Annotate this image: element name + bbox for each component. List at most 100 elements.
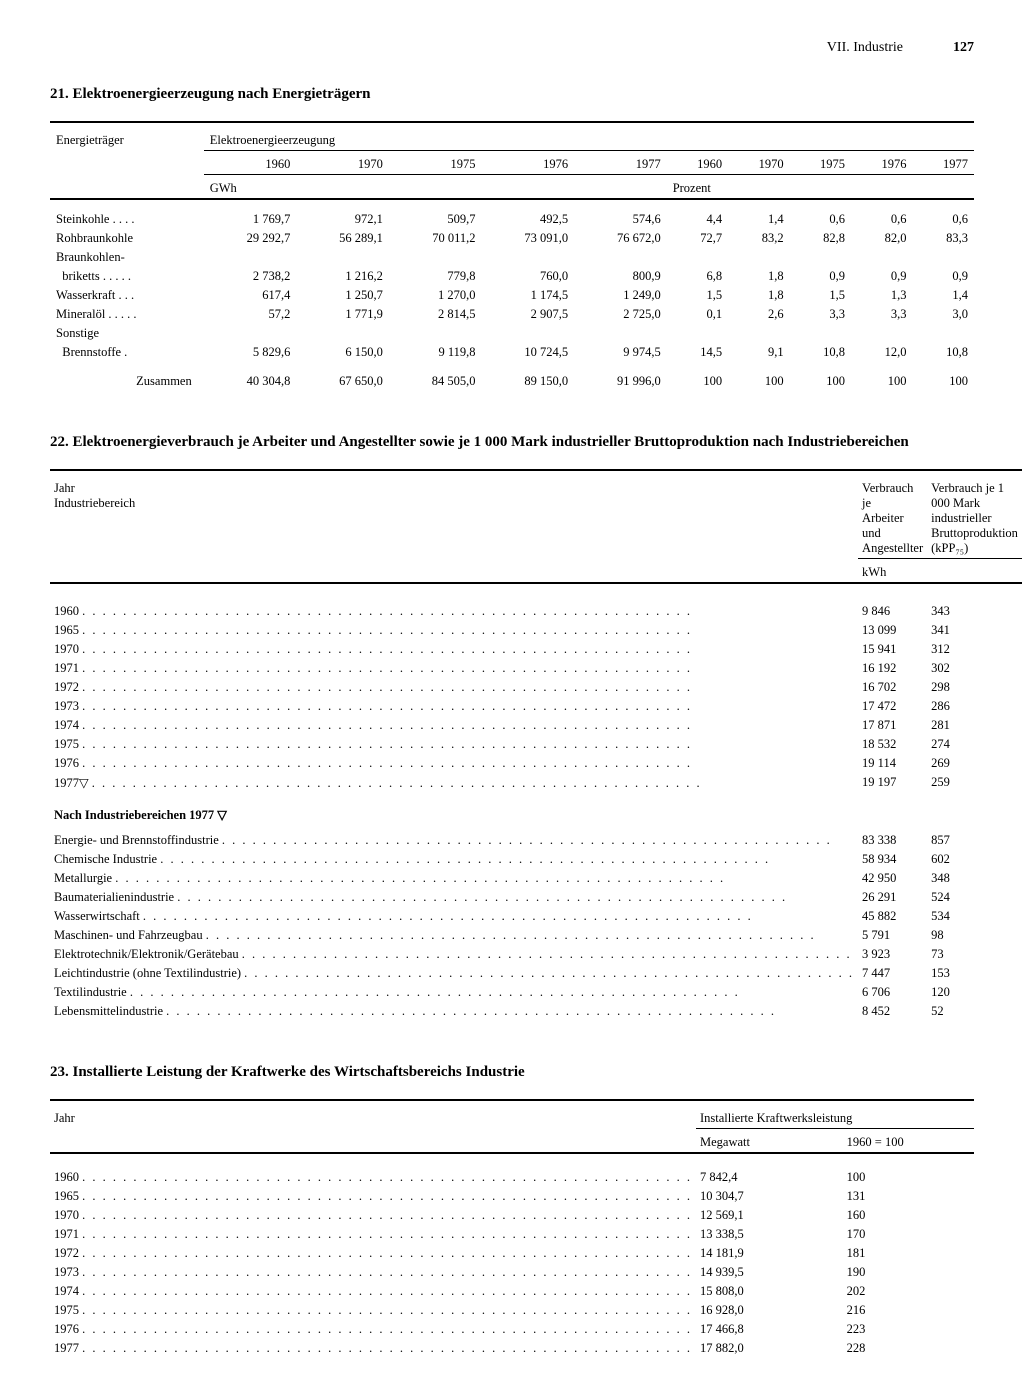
t21-y6: 1970: [728, 155, 789, 175]
t21-total-0: 40 304,8: [204, 372, 297, 391]
row-label: briketts . . . . .: [50, 267, 204, 286]
table-row: 1977▽ 19 197259: [50, 773, 1022, 793]
cell-value: [851, 324, 912, 343]
t21-unit-right: Prozent: [667, 179, 974, 199]
row-label: 1977▽: [50, 773, 858, 793]
cell-value: 17 466,8: [696, 1320, 843, 1339]
cell-value: 281: [927, 716, 1022, 735]
cell-value: 341: [927, 621, 1022, 640]
table-row: Braunkohlen-: [50, 248, 974, 267]
cell-value: [728, 248, 789, 267]
table-row: 1965 10 304,7131: [50, 1187, 974, 1206]
table-row: Wasserwirtschaft 45 882534: [50, 907, 1022, 926]
table-row: Mineralöl . . . . .57,21 771,92 814,52 9…: [50, 305, 974, 324]
table-row: 1970 15 941312: [50, 640, 1022, 659]
row-label: Mineralöl . . . . .: [50, 305, 204, 324]
table-row: Rohbraunkohle29 292,756 289,170 011,273 …: [50, 229, 974, 248]
cell-value: 1 249,0: [574, 286, 667, 305]
cell-value: 2 738,2: [204, 267, 297, 286]
cell-value: [574, 248, 667, 267]
t21-y9: 1977: [913, 155, 975, 175]
table-row: Maschinen- und Fahrzeugbau 5 79198: [50, 926, 1022, 945]
table-row: Elektrotechnik/Elektronik/Gerätebau 3 92…: [50, 945, 1022, 964]
cell-value: 73: [927, 945, 1022, 964]
cell-value: 7 447: [858, 964, 927, 983]
cell-value: 202: [843, 1282, 974, 1301]
table-row: 1972 16 702298: [50, 678, 1022, 697]
cell-value: 15 941: [858, 640, 927, 659]
t21-total-7: 100: [790, 372, 851, 391]
page-number: 127: [953, 40, 974, 56]
cell-value: 534: [927, 907, 1022, 926]
t21-col-label: Energieträger: [50, 131, 204, 151]
cell-value: 6 706: [858, 983, 927, 1002]
cell-value: 228: [843, 1339, 974, 1358]
cell-value: 524: [927, 888, 1022, 907]
cell-value: 9 119,8: [389, 343, 482, 362]
cell-value: 1,8: [728, 267, 789, 286]
row-label: Energie- und Brennstoffindustrie: [50, 831, 858, 850]
table-row: 1971 16 192302: [50, 659, 1022, 678]
t21-y8: 1976: [851, 155, 912, 175]
cell-value: 302: [927, 659, 1022, 678]
row-label: 1975: [50, 735, 858, 754]
cell-value: 10 304,7: [696, 1187, 843, 1206]
row-label: Baumaterialienindustrie: [50, 888, 858, 907]
cell-value: [482, 324, 575, 343]
row-label: Brennstoffe .: [50, 343, 204, 362]
cell-value: 509,7: [389, 210, 482, 229]
cell-value: 0,9: [913, 267, 975, 286]
cell-value: 17 882,0: [696, 1339, 843, 1358]
table-row: 1973 14 939,5190: [50, 1263, 974, 1282]
row-label: Braunkohlen-: [50, 248, 204, 267]
row-label: 1976: [50, 1320, 696, 1339]
cell-value: 13 099: [858, 621, 927, 640]
table-row: Energie- und Brennstoffindustrie 83 3388…: [50, 831, 1022, 850]
cell-value: [790, 248, 851, 267]
table-row: Chemische Industrie 58 934602: [50, 850, 1022, 869]
cell-value: 57,2: [204, 305, 297, 324]
row-label: 1973: [50, 1263, 696, 1282]
cell-value: 153: [927, 964, 1022, 983]
table-row: 1965 13 099341: [50, 621, 1022, 640]
cell-value: 6,8: [667, 267, 728, 286]
t21-total-3: 89 150,0: [482, 372, 575, 391]
table-row: 1970 12 569,1160: [50, 1206, 974, 1225]
cell-value: 3,3: [790, 305, 851, 324]
row-label: 1970: [50, 640, 858, 659]
cell-value: 10,8: [790, 343, 851, 362]
cell-value: 14 939,5: [696, 1263, 843, 1282]
t21-y2: 1975: [389, 155, 482, 175]
cell-value: 82,0: [851, 229, 912, 248]
table22-title: 22. Elektroenergieverbrauch je Arbeiter …: [50, 434, 974, 451]
cell-value: 5 791: [858, 926, 927, 945]
cell-value: 56 289,1: [296, 229, 389, 248]
t21-total-1: 67 650,0: [296, 372, 389, 391]
cell-value: 312: [927, 640, 1022, 659]
table21-title: 21. Elektroenergieerzeugung nach Energie…: [50, 86, 974, 103]
t21-total-4: 91 996,0: [574, 372, 667, 391]
row-label: 1960: [50, 602, 858, 621]
t23-hl: Jahr: [50, 1109, 696, 1129]
cell-value: 181: [843, 1244, 974, 1263]
table-row: Sonstige: [50, 324, 974, 343]
t23-hr: 1960 = 100: [843, 1133, 974, 1153]
cell-value: 9 974,5: [574, 343, 667, 362]
cell-value: 1 270,0: [389, 286, 482, 305]
cell-value: 6 150,0: [296, 343, 389, 362]
cell-value: 73 091,0: [482, 229, 575, 248]
table22: JahrIndustriebereich Verbrauch jeArbeite…: [50, 469, 1022, 1021]
table-row: 1971 13 338,5170: [50, 1225, 974, 1244]
cell-value: 170: [843, 1225, 974, 1244]
table-row: Leichtindustrie (ohne Textilindustrie) 7…: [50, 964, 1022, 983]
cell-value: 10,8: [913, 343, 975, 362]
t22-hr1: Verbrauch je 1 000 Mark: [931, 481, 1004, 510]
table23: Jahr Installierte Kraftwerksleistung Meg…: [50, 1099, 974, 1358]
cell-value: 2 814,5: [389, 305, 482, 324]
cell-value: 83 338: [858, 831, 927, 850]
cell-value: 18 532: [858, 735, 927, 754]
row-label: Leichtindustrie (ohne Textilindustrie): [50, 964, 858, 983]
cell-value: 16 928,0: [696, 1301, 843, 1320]
cell-value: [389, 248, 482, 267]
table-row: 1974 17 871281: [50, 716, 1022, 735]
